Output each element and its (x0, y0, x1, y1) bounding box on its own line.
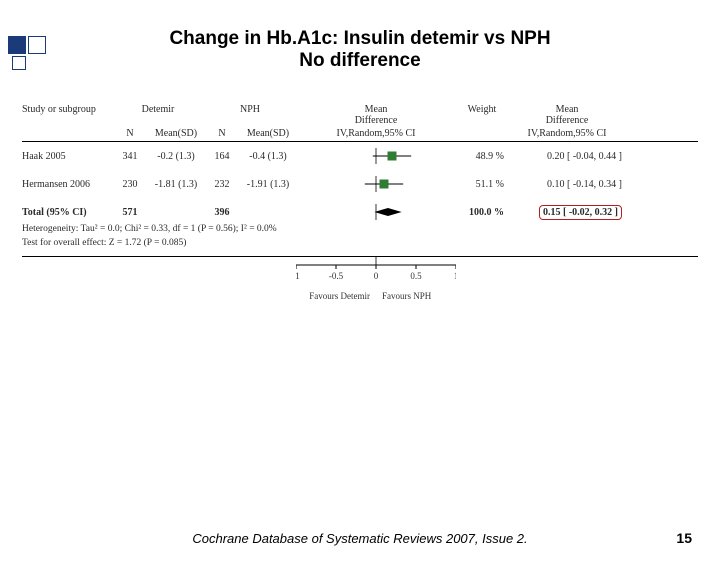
citation: Cochrane Database of Systematic Reviews … (0, 531, 720, 546)
forest-row: Haak 2005341-0.2 (1.3)164-0.4 (1.3) 48.9 … (22, 142, 698, 170)
effect-text: 0.10 [ -0.14, 0.34 ] (508, 179, 626, 190)
page-number: 15 (676, 530, 692, 546)
n-a: 341 (112, 151, 148, 162)
forest-axis-row: -1 -0.5 0 0.5 1 (22, 257, 698, 291)
heterogeneity-note: Heterogeneity: Tau² = 0.0; Chi² = 0.33, … (22, 222, 698, 236)
hdr-effect-center: Mean Difference (296, 102, 456, 128)
svg-text:1: 1 (454, 271, 456, 281)
forest-plot: Study or subgroup Detemir NPH Mean Diffe… (22, 102, 698, 301)
ci-plot (296, 148, 456, 164)
mean-b: -0.4 (1.3) (240, 151, 296, 162)
effect-text: 0.20 [ -0.04, 0.44 ] (508, 151, 626, 162)
slide-footer: Cochrane Database of Systematic Reviews … (0, 531, 720, 546)
hdr-meansd-b: Mean(SD) (240, 128, 296, 139)
hdr-effect-right: Mean Difference (508, 102, 626, 128)
svg-text:-1: -1 (296, 271, 300, 281)
hdr-group-a: Detemir (112, 102, 204, 128)
overall-effect-note: Test for overall effect: Z = 1.72 (P = 0… (22, 236, 698, 250)
total-label: Total (95% CI) (22, 207, 112, 218)
svg-text:0: 0 (374, 271, 379, 281)
hdr-effect-sub-r: IV,Random,95% CI (508, 128, 626, 139)
study-name: Hermansen 2006 (22, 179, 112, 190)
forest-row: Hermansen 2006230-1.81 (1.3)232-1.91 (1.… (22, 170, 698, 198)
n-a: 230 (112, 179, 148, 190)
forest-header-sub: N Mean(SD) N Mean(SD) IV,Random,95% CI I… (22, 128, 698, 142)
total-n-a: 571 (112, 207, 148, 218)
total-diamond-cell (296, 204, 456, 220)
mean-a: -1.81 (1.3) (148, 179, 204, 190)
favours-right: Favours NPH (376, 291, 456, 301)
total-weight: 100.0 % (456, 207, 508, 218)
axis-cell: -1 -0.5 0 0.5 1 (296, 257, 456, 291)
hdr-n-a: N (112, 128, 148, 139)
hdr-meansd-a: Mean(SD) (148, 128, 204, 139)
weight: 51.1 % (456, 179, 508, 190)
hdr-group-b: NPH (204, 102, 296, 128)
total-effect: 0.15 [ -0.02, 0.32 ] (508, 205, 626, 220)
forest-total-row: Total (95% CI) 571 396 100.0 % 0.15 [ -0… (22, 198, 698, 222)
title-line-2: No difference (0, 50, 720, 72)
title-line-1: Change in Hb.A1c: Insulin detemir vs NPH (0, 28, 720, 50)
hdr-weight: Weight (456, 102, 508, 128)
mean-a: -0.2 (1.3) (148, 151, 204, 162)
n-b: 232 (204, 179, 240, 190)
favours-left: Favours Detemir (296, 291, 376, 301)
svg-text:0.5: 0.5 (410, 271, 422, 281)
mean-b: -1.91 (1.3) (240, 179, 296, 190)
ci-plot (296, 176, 456, 192)
study-name: Haak 2005 (22, 151, 112, 162)
hdr-effect-sub-c: IV,Random,95% CI (296, 128, 456, 139)
n-b: 164 (204, 151, 240, 162)
forest-header-top: Study or subgroup Detemir NPH Mean Diffe… (22, 102, 698, 128)
total-n-b: 396 (204, 207, 240, 218)
hdr-n-b: N (204, 128, 240, 139)
weight: 48.9 % (456, 151, 508, 162)
svg-text:-0.5: -0.5 (329, 271, 344, 281)
favours-labels: Favours Detemir Favours NPH (22, 291, 698, 301)
hdr-study: Study or subgroup (22, 102, 112, 128)
slide-title: Change in Hb.A1c: Insulin detemir vs NPH… (0, 28, 720, 72)
